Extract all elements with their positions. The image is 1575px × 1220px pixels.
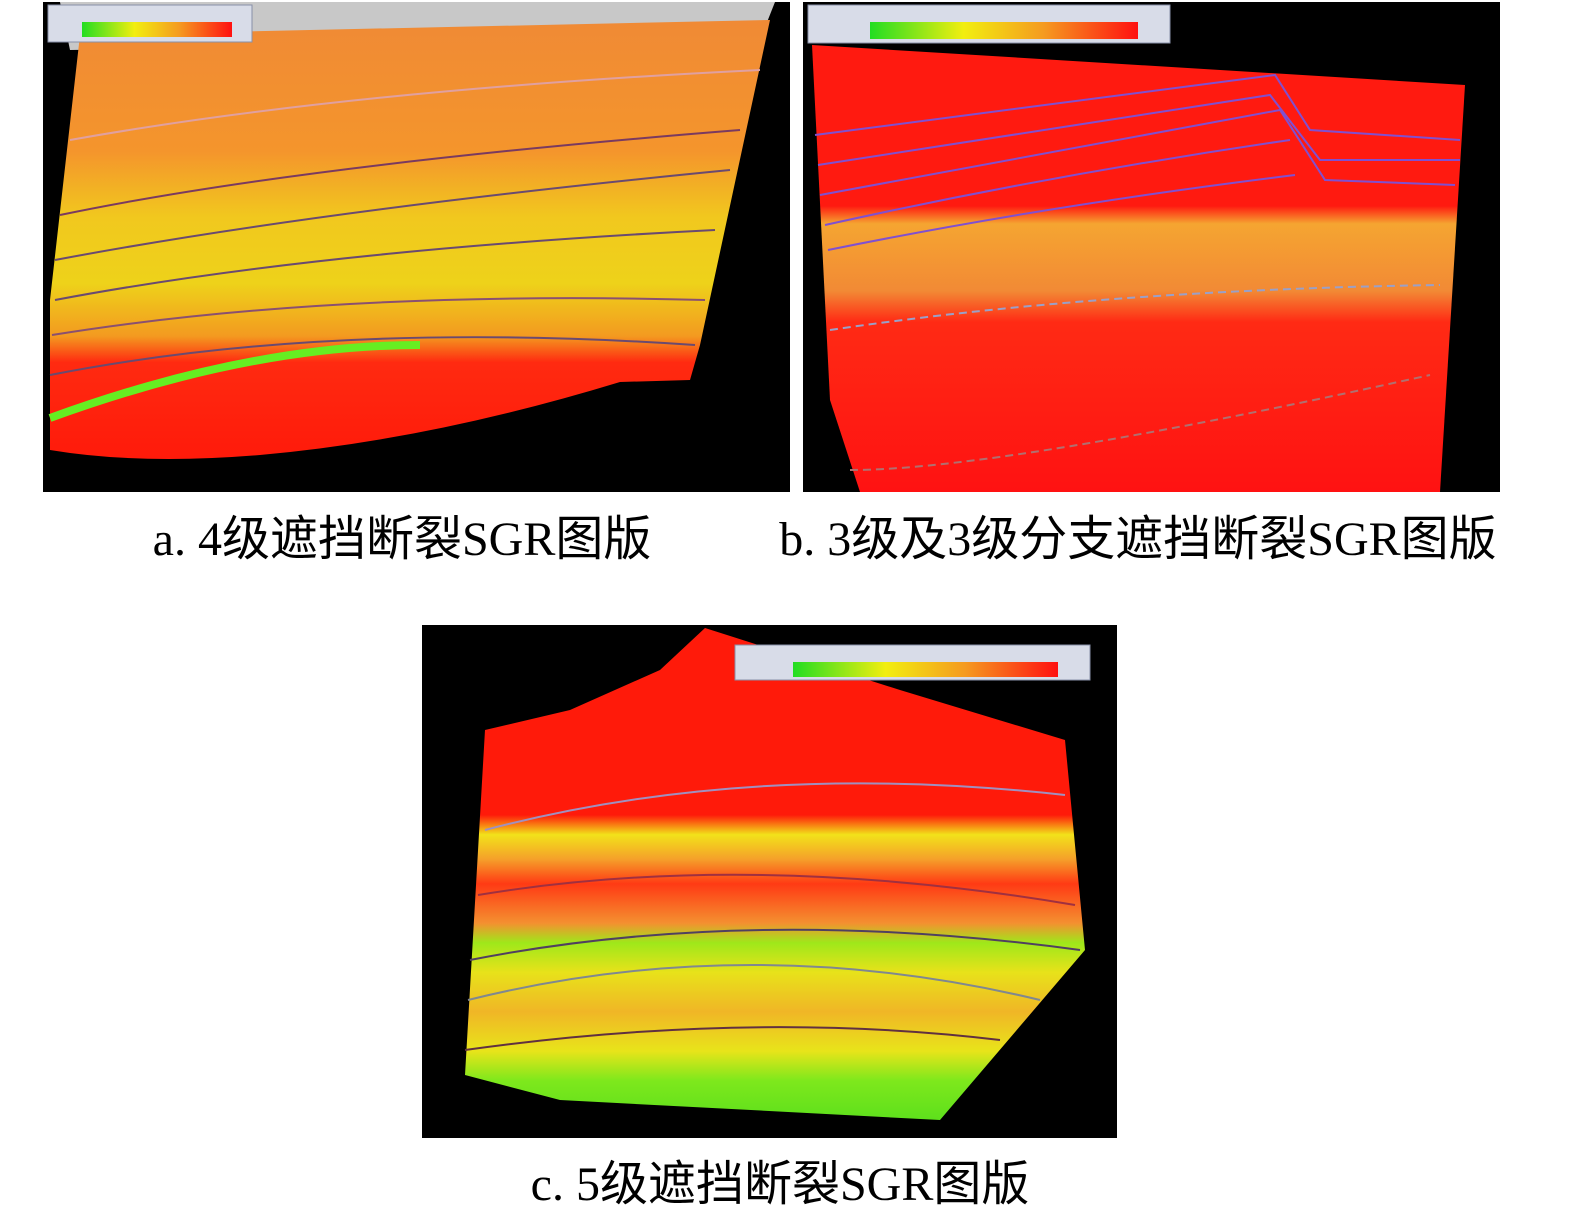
caption: a. 4级遮挡断裂SGR图版 (153, 513, 652, 566)
green-band (48, 341, 421, 422)
sgr-surface (465, 628, 1085, 1120)
panel-b (803, 2, 1500, 492)
horizon-line (51, 297, 706, 336)
sgr-surface (812, 45, 1465, 492)
panel-c (422, 625, 1117, 1138)
horizon-line (49, 336, 696, 376)
horizon-line (59, 129, 741, 216)
panel-a (43, 2, 790, 492)
color-legend-bar (870, 22, 1138, 39)
horizon-line (819, 108, 1456, 196)
color-legend-bar (82, 22, 232, 37)
horizon-line (469, 928, 1081, 961)
caption: b. 3级及3级分支遮挡断裂SGR图版 (779, 513, 1496, 566)
color-legend-bar (793, 662, 1058, 677)
horizon-line (829, 284, 1441, 331)
horizon-line (464, 1026, 1001, 1051)
horizon-line (484, 782, 1066, 831)
horizon-line (54, 169, 731, 261)
horizon-line (467, 964, 1041, 1001)
horizon-line (814, 73, 1461, 141)
horizon-line (69, 69, 761, 141)
horizon-line (849, 374, 1431, 471)
horizon-line (824, 139, 1291, 226)
caption: c. 5级遮挡断裂SGR图版 (531, 1158, 1030, 1211)
horizon-line (827, 174, 1296, 251)
horizon-line (817, 93, 1460, 166)
horizon-line (477, 873, 1076, 906)
horizon-line (54, 229, 716, 301)
